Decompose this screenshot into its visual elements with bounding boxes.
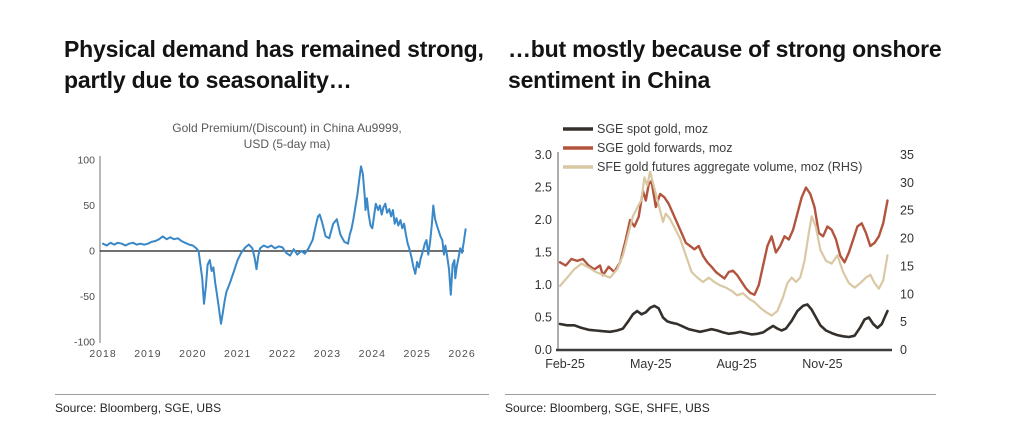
right-panel-heading: …but mostly because of strong onshore se… [508, 36, 942, 93]
x-tick-label: Nov-25 [802, 357, 842, 371]
series-sge-gold-forwards-moz [558, 179, 889, 297]
y-right-tick-label: 5 [900, 315, 907, 329]
y-right-tick-label: 20 [900, 232, 914, 246]
y-right-tick-label: 30 [900, 176, 914, 190]
x-tick-label: 2024 [359, 348, 386, 360]
y-tick-label: 50 [83, 200, 95, 212]
right-source-text: Source: Bloomberg, SGE, SHFE, UBS [505, 401, 710, 415]
y-left-tick-label: 3.0 [535, 148, 552, 162]
right-source-divider [505, 394, 936, 395]
gold-premium-chart: Gold Premium/(Discount) in China Au9999,… [74, 121, 475, 360]
sge-volumes-chart: 3.0 2.5 2.0 1.5 1.0 0.5 0.0 35 30 25 20 15 10 5 0 Feb-2… [535, 122, 914, 371]
left-panel-heading: Physical demand has remained strong, par… [64, 36, 484, 93]
chart-title-line2: USD (5-day ma) [244, 137, 331, 151]
y-tick-label: 100 [77, 155, 95, 167]
series-sfe-gold-futures-aggregate-volume-moz-rhs [558, 170, 889, 317]
x-tick-label: 2019 [134, 348, 161, 360]
left-source-divider [55, 394, 489, 395]
y-tick-label: -50 [80, 291, 95, 303]
left-source-text: Source: Bloomberg, SGE, UBS [55, 401, 222, 415]
y-left-tick-label: 0.0 [535, 343, 552, 357]
y-right-tick-label: 35 [900, 148, 914, 162]
y-left-tick-label: 0.5 [535, 311, 552, 325]
y-left-tick-label: 2.5 [535, 181, 552, 195]
y-tick-label: -100 [74, 337, 95, 349]
y-right-tick-label: 25 [900, 204, 914, 218]
x-tick-label: Aug-25 [716, 357, 756, 371]
y-right-tick-label: 0 [900, 343, 907, 357]
y-left-tick-label: 2.0 [535, 213, 552, 227]
y-right-tick-label: 10 [900, 287, 914, 301]
y-left-tick-label: 1.0 [535, 278, 552, 292]
x-tick-label: 2020 [179, 348, 206, 360]
y-right-tick-label: 15 [900, 259, 914, 273]
y-tick-label: 0 [89, 246, 95, 258]
x-tick-label: Feb-25 [545, 357, 585, 371]
chart-title-line1: Gold Premium/(Discount) in China Au9999, [172, 121, 401, 135]
legend-label-sge-gold-forwards-moz: SGE gold forwards, moz [597, 141, 732, 155]
x-tick-label: 2025 [403, 348, 430, 360]
series-gold-premium-discount-in-china-au9999-usd-5-day-ma [102, 165, 467, 325]
x-tick-label: 2018 [89, 348, 116, 360]
x-tick-label: 2026 [448, 348, 475, 360]
y-left-tick-label: 1.5 [535, 246, 552, 260]
x-tick-label: 2022 [269, 348, 296, 360]
legend-label-sge-spot-gold-moz: SGE spot gold, moz [597, 122, 708, 136]
x-tick-label: 2023 [314, 348, 341, 360]
x-tick-label: 2021 [224, 348, 251, 360]
x-tick-label: May-25 [630, 357, 672, 371]
series-sge-spot-gold-moz [558, 303, 889, 339]
legend-label-sfe-gold-futures-aggregate-volume-moz-rhs: SFE gold futures aggregate volume, moz (… [597, 160, 862, 174]
